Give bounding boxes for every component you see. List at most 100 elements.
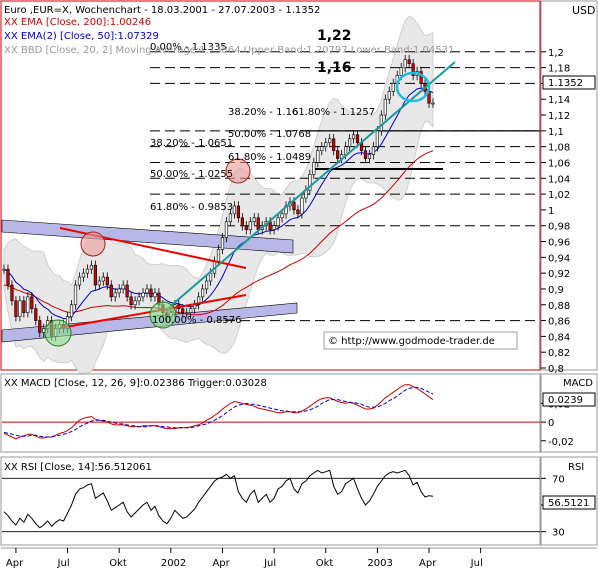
candle-body xyxy=(18,300,22,317)
candle-body xyxy=(375,130,379,147)
chart-header: Euro ,EUR=X, Wochenchart - 18.03.2001 - … xyxy=(4,5,320,16)
x-tick-label: Okt xyxy=(316,558,334,569)
main-y-tick-label: 1,08 xyxy=(548,143,570,154)
candle-body xyxy=(347,138,352,147)
macd-line xyxy=(3,384,434,440)
x-tick-label: Apr xyxy=(6,558,24,569)
main-y-tick-label: 0,86 xyxy=(548,317,570,328)
candle-body xyxy=(81,272,86,278)
candle-body xyxy=(14,300,18,317)
candle-body xyxy=(26,296,30,313)
main-y-tick-label: 1,18 xyxy=(548,64,570,75)
macd-legend: XX MACD [Close, 12, 26, 9]:0.02386 Trigg… xyxy=(4,378,267,389)
candle-body xyxy=(10,284,14,302)
x-tick-label: Jul xyxy=(470,558,483,569)
candle-body xyxy=(22,300,26,313)
main-y-tick-label: 0,94 xyxy=(548,253,570,264)
candle-body xyxy=(34,308,38,321)
candle-body xyxy=(276,217,280,227)
candle-body xyxy=(181,308,185,313)
macd-y-tick-label: 0 xyxy=(548,418,554,429)
teal-trendline xyxy=(165,61,456,311)
main-y-tick-label: 1,06 xyxy=(548,158,570,169)
macd-panel: XX MACD [Close, 12, 26, 9]:0.02386 Trigg… xyxy=(0,373,598,453)
candle-body xyxy=(216,249,221,262)
candle-body xyxy=(332,138,336,151)
fib-label-6: 50.00% - 1.0255 xyxy=(150,169,233,180)
candle-body xyxy=(121,284,125,290)
x-tick-label: Apr xyxy=(212,558,230,569)
rsi-last-badge xyxy=(542,495,596,510)
candle-body xyxy=(344,146,348,155)
candle-body xyxy=(399,67,403,76)
macd-trigger-line xyxy=(3,387,434,438)
rsi-y-tick-label: 30 xyxy=(552,528,565,539)
legend-ema200: XX EMA [Close, 200]:1.00246 xyxy=(4,17,151,28)
candle-body xyxy=(383,98,387,116)
candle-body xyxy=(363,150,368,159)
x-axis: Apr Jul Okt 2002 Apr Jul Okt 2003 Apr Jul xyxy=(1,547,597,569)
candle-body xyxy=(280,213,284,219)
candle-body xyxy=(391,83,395,92)
x-axis-ticks: Apr Jul Okt 2002 Apr Jul Okt 2003 Apr Jul xyxy=(6,548,483,569)
candle-body xyxy=(197,296,201,306)
candle-body xyxy=(387,91,391,100)
candle-body xyxy=(256,217,260,230)
main-y-tick-label: 1,1 xyxy=(548,127,564,138)
legend-bbd: XX BBD [Close, 20, 2] Moving Average:1.1… xyxy=(4,45,454,56)
main-y-tick-label: 0,88 xyxy=(548,301,570,312)
candle-body xyxy=(109,284,113,298)
fib-label-8: 100.00% - 0.8576 xyxy=(152,315,241,326)
candle-body xyxy=(240,217,244,227)
candle-body xyxy=(411,63,415,76)
candle-body xyxy=(30,296,34,310)
candle-body xyxy=(6,268,10,286)
candle-body xyxy=(224,221,229,238)
main-y-tick-label: 1 xyxy=(548,206,554,217)
candle-body xyxy=(141,292,145,298)
rsi-last-text: 56.5121 xyxy=(548,498,589,509)
candle-body xyxy=(419,71,423,84)
candle-body xyxy=(201,288,205,298)
candle-body xyxy=(77,276,82,286)
candle-body xyxy=(193,304,197,310)
annotation-1-22: 1,22 xyxy=(317,28,352,44)
rsi-line xyxy=(3,469,434,529)
main-y-tick-label: 1,2 xyxy=(548,48,564,59)
candle-body xyxy=(204,280,209,290)
macd-label: MACD xyxy=(563,378,593,389)
candle-body xyxy=(248,221,252,230)
candle-body xyxy=(312,162,316,175)
main-y-tick-label: 1,12 xyxy=(548,111,570,122)
circle-high-marker xyxy=(80,231,106,257)
macd-frame xyxy=(0,373,541,453)
candle-body xyxy=(268,221,272,230)
fib-label-4: 38.20% - 1.0651 xyxy=(150,138,233,149)
candle-body xyxy=(113,292,117,298)
macd-last-text: 0.0239 xyxy=(548,395,583,406)
candle-body xyxy=(232,205,236,215)
candle-body xyxy=(244,225,248,230)
candle-body xyxy=(355,134,360,144)
candle-body xyxy=(320,146,324,151)
main-y-tick-label: 0,84 xyxy=(548,332,570,343)
main-y-tick-label: 0,9 xyxy=(548,285,564,296)
circle-low-marker xyxy=(44,319,72,347)
candle-body xyxy=(69,304,74,317)
circle-low2-marker xyxy=(149,301,177,329)
x-tick-label: Apr xyxy=(419,558,437,569)
watermark-text: © http://www.godmode-trader.de xyxy=(328,336,495,347)
x-tick-label: 2003 xyxy=(367,558,392,569)
candle-body xyxy=(328,138,332,144)
candle-body xyxy=(252,217,256,223)
legend-ema50: XX EMA(2) [Close, 50]:1.07329 xyxy=(4,31,159,42)
candle-body xyxy=(73,284,78,306)
main-y-tick-label: 0,82 xyxy=(548,348,570,359)
candle-body xyxy=(431,102,435,105)
candle-body xyxy=(133,300,137,306)
level-lines xyxy=(150,51,540,322)
circle-current-marker xyxy=(395,71,431,103)
candle-body xyxy=(296,209,300,215)
candle-body xyxy=(129,296,133,306)
candle-body xyxy=(89,264,93,270)
